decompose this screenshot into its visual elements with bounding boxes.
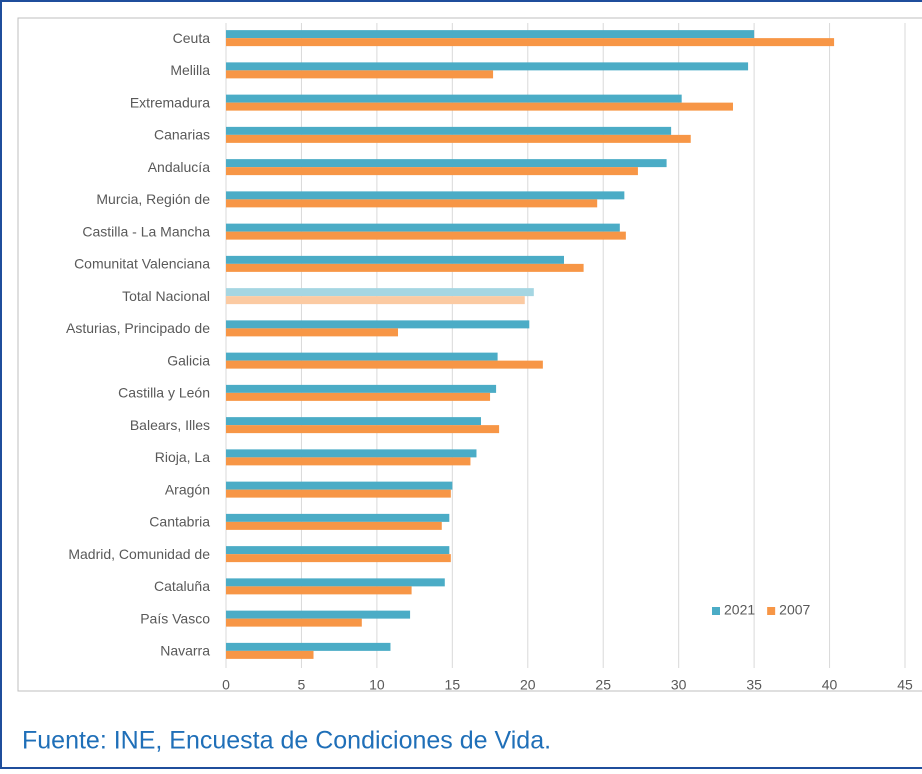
x-tick-label: 35 <box>746 677 762 693</box>
bar <box>226 126 672 135</box>
x-tick-label: 0 <box>222 677 230 693</box>
x-tick-label: 45 <box>897 677 913 693</box>
y-tick-label: Aragón <box>165 481 210 497</box>
bar <box>226 167 638 176</box>
bar <box>226 554 451 563</box>
y-tick-label: Balears, Illes <box>130 417 210 433</box>
y-tick-label: Cataluña <box>154 578 210 594</box>
bar <box>226 134 691 143</box>
bar <box>226 586 412 595</box>
x-tick-label: 25 <box>595 677 611 693</box>
bar <box>226 457 471 466</box>
bar <box>226 94 682 103</box>
y-tick-label: País Vasco <box>140 610 210 626</box>
bar <box>226 223 620 232</box>
bar <box>226 360 543 369</box>
x-tick-label: 10 <box>369 677 385 693</box>
bar <box>226 578 445 587</box>
bar <box>226 384 497 393</box>
y-tick-label: Navarra <box>160 643 210 659</box>
bar <box>226 489 451 498</box>
y-tick-label: Galicia <box>167 352 210 368</box>
y-tick-label: Canarias <box>154 127 210 143</box>
bar <box>226 199 598 208</box>
y-tick-label: Madrid, Comunidad de <box>68 546 210 562</box>
bar <box>226 481 453 490</box>
bar <box>226 521 442 530</box>
legend-label: 2021 <box>724 602 755 618</box>
bar <box>226 546 450 555</box>
bar <box>226 328 399 337</box>
y-tick-label: Castilla y León <box>118 385 210 401</box>
bar <box>226 392 491 401</box>
y-tick-label: Murcia, Región de <box>96 191 210 207</box>
bar <box>226 159 667 168</box>
bar <box>226 610 411 619</box>
bar <box>226 352 498 361</box>
bar <box>226 513 450 522</box>
x-tick-label: 15 <box>445 677 461 693</box>
bar <box>226 62 749 71</box>
y-tick-label: Comunitat Valenciana <box>74 256 210 272</box>
bar <box>226 30 755 39</box>
bar <box>226 642 391 651</box>
y-tick-label: Total Nacional <box>122 288 210 304</box>
x-tick-label: 40 <box>822 677 838 693</box>
bar <box>226 650 314 659</box>
y-tick-label: Rioja, La <box>155 449 210 465</box>
bar <box>226 102 733 111</box>
bar <box>226 288 534 297</box>
source-note: Fuente: INE, Encuesta de Condiciones de … <box>22 727 551 755</box>
bar <box>226 449 477 458</box>
legend-swatch <box>767 607 776 615</box>
y-tick-label: Castilla - La Mancha <box>82 223 210 239</box>
chart-border <box>17 17 922 692</box>
bar <box>226 296 525 305</box>
bar <box>226 425 500 434</box>
y-tick-label: Extremadura <box>130 94 210 110</box>
bar <box>226 618 362 627</box>
bar <box>226 191 625 200</box>
y-tick-label: Asturias, Principado de <box>66 320 210 336</box>
x-tick-label: 5 <box>298 677 306 693</box>
y-tick-label: Melilla <box>170 62 210 78</box>
bar <box>226 263 584 272</box>
y-tick-label: Andalucía <box>148 159 210 175</box>
bar <box>226 231 626 240</box>
y-tick-label: Cantabria <box>149 514 210 530</box>
y-tick-label: Ceuta <box>173 30 211 46</box>
legend-swatch <box>712 607 720 615</box>
x-tick-label: 30 <box>671 677 687 693</box>
bar <box>226 320 530 329</box>
x-tick-label: 20 <box>520 677 536 693</box>
bar <box>226 38 835 47</box>
bar <box>226 70 494 79</box>
legend-label: 2007 <box>779 602 810 618</box>
bar <box>226 255 564 264</box>
bar <box>226 417 482 426</box>
